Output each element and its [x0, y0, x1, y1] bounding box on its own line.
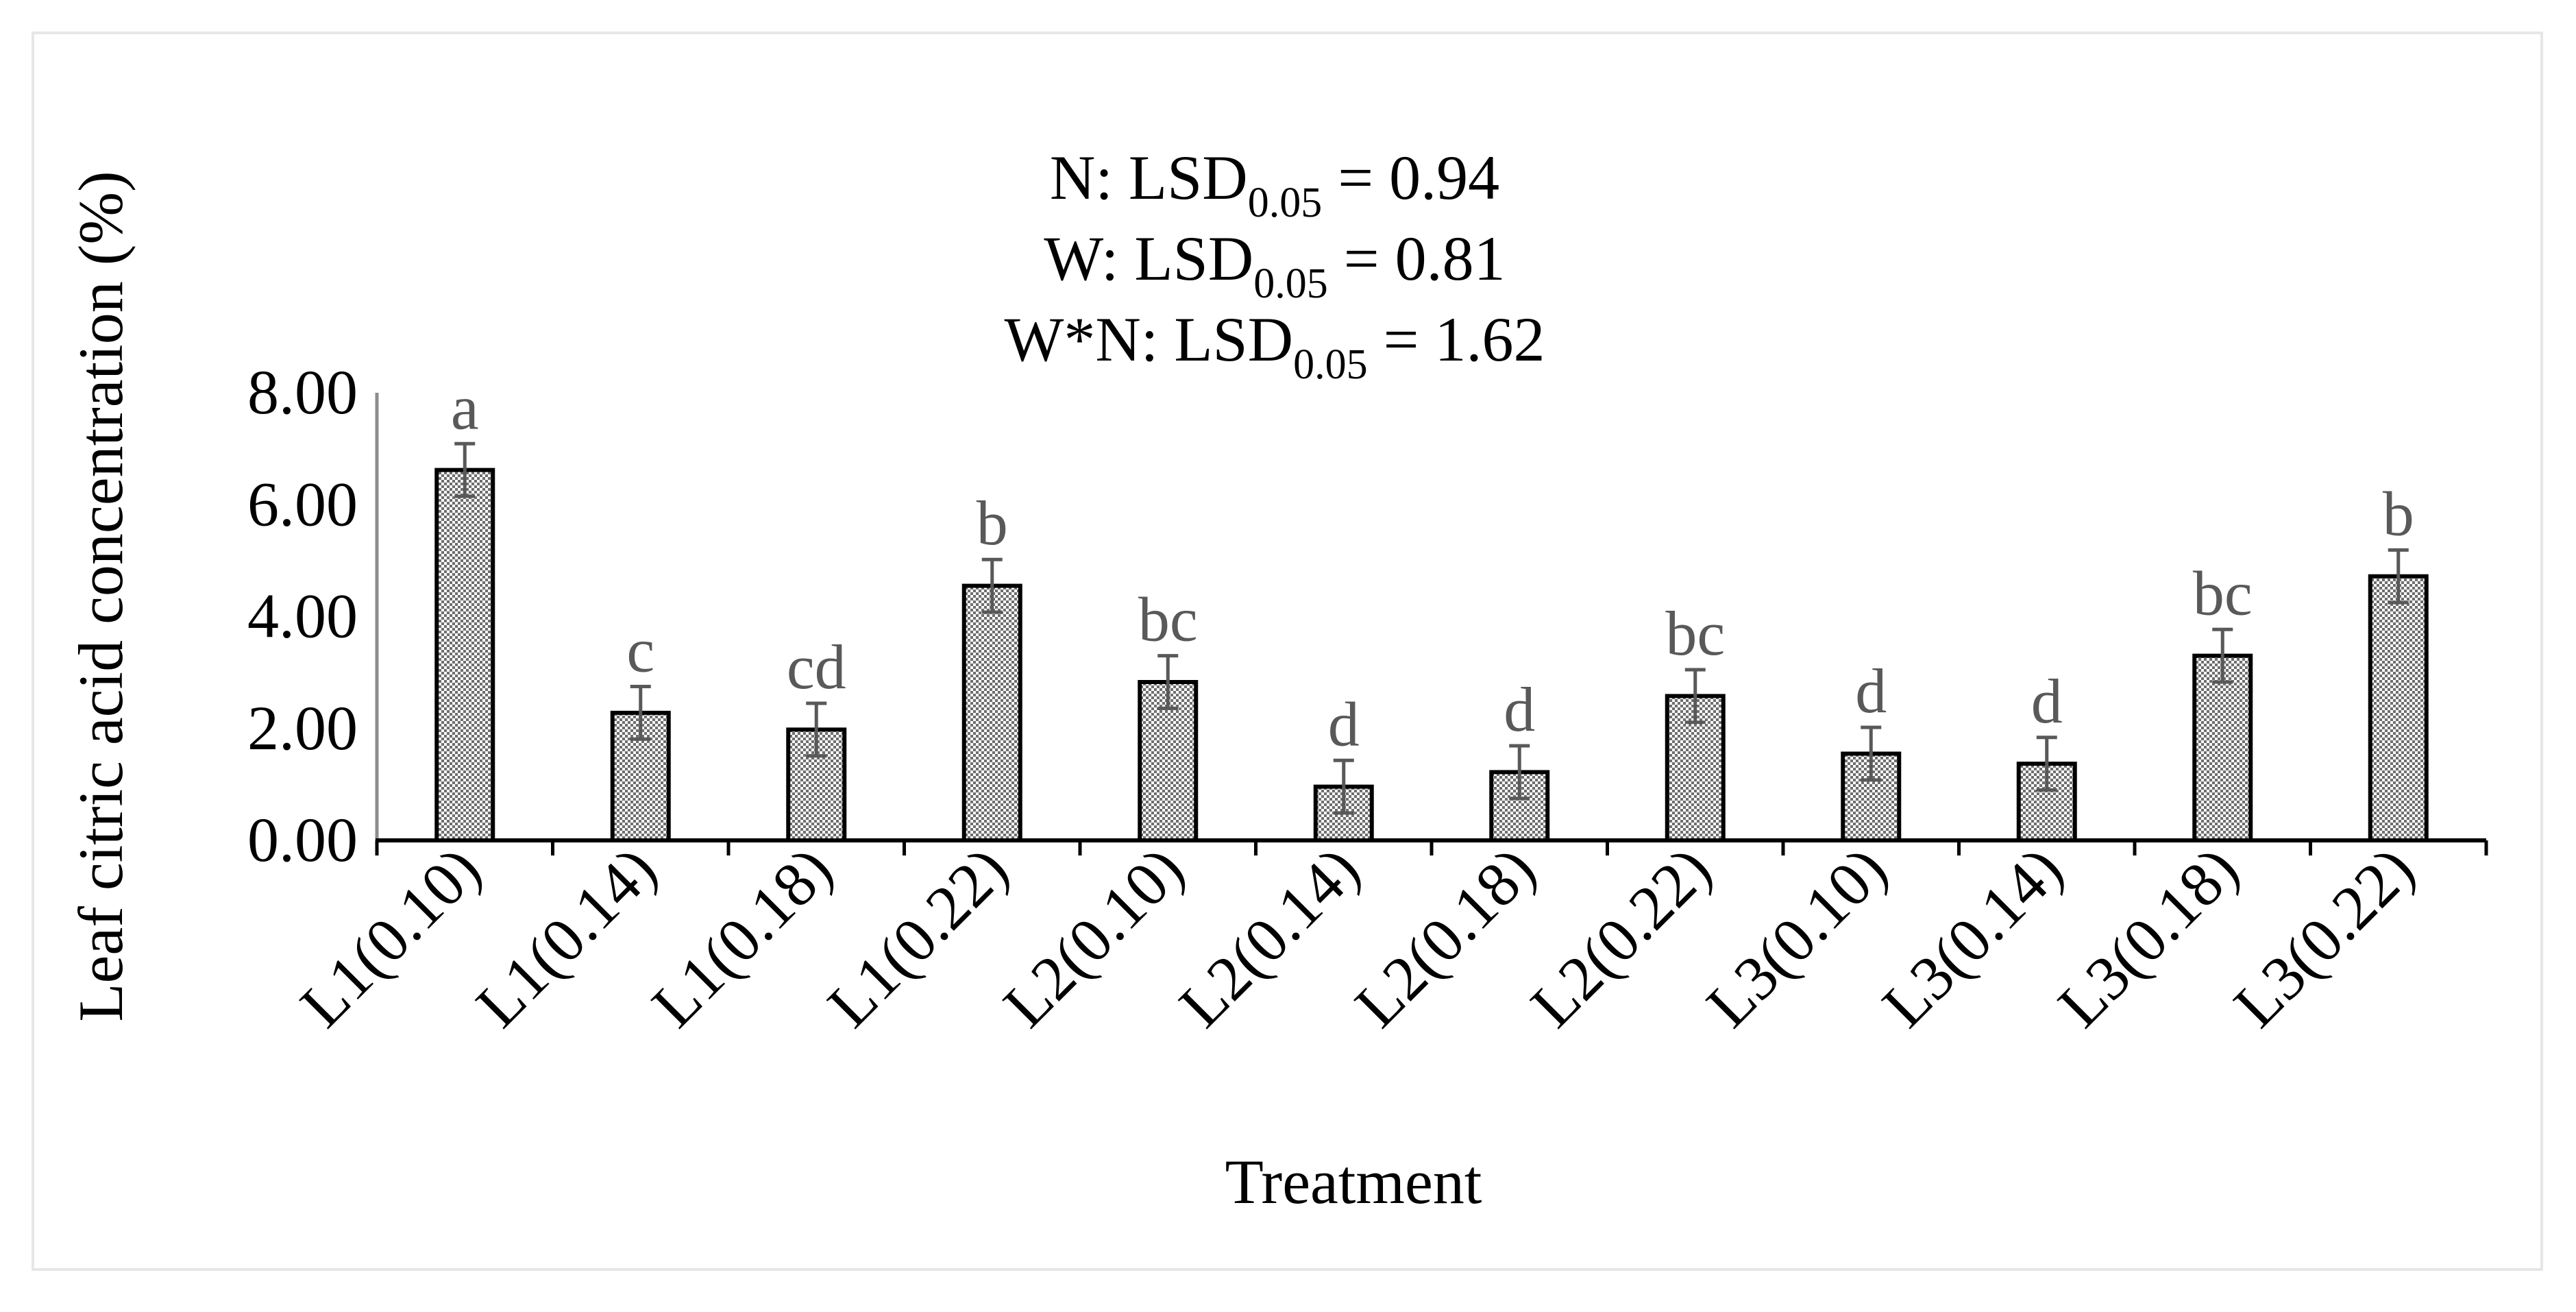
significance-letter: d — [1328, 689, 1360, 759]
chart-frame — [32, 32, 2543, 1271]
bar — [2368, 574, 2429, 842]
x-tick-label: L3(0.10) — [1693, 834, 1900, 1041]
bar — [961, 583, 1022, 842]
y-tick-label: 6.00 — [247, 469, 358, 539]
significance-letter: d — [1855, 656, 1887, 726]
significance-letter: cd — [787, 632, 846, 702]
significance-letters: a c cd b bc d d bc d d bc b — [451, 372, 2414, 759]
error-bar — [2036, 736, 2057, 792]
significance-letter: bc — [2193, 558, 2253, 628]
x-tick-label: L1(0.22) — [814, 834, 1021, 1041]
x-tick-label: L1(0.14) — [463, 834, 670, 1041]
x-tick-label: L2(0.10) — [990, 834, 1197, 1041]
significance-letter: bc — [1665, 598, 1725, 668]
y-tick-label: 0.00 — [247, 805, 358, 875]
significance-letter: b — [977, 488, 1008, 558]
significance-letter: a — [451, 372, 479, 442]
x-tick-label: L2(0.18) — [1342, 834, 1549, 1041]
significance-letter: c — [626, 616, 654, 685]
significance-letter: b — [2383, 478, 2414, 548]
error-bars — [454, 441, 2409, 815]
y-tick-label: 4.00 — [247, 581, 358, 651]
error-bar — [1861, 725, 1882, 782]
error-bar — [1509, 744, 1530, 801]
x-tick-label: L2(0.22) — [1517, 834, 1724, 1041]
error-bar — [981, 557, 1003, 614]
error-bar — [1157, 654, 1179, 710]
x-tick-label: L1(0.18) — [639, 834, 846, 1041]
x-tick-label: L3(0.22) — [2220, 834, 2427, 1041]
y-tick-labels: 0.00 2.00 4.00 6.00 8.00 — [247, 357, 358, 875]
significance-letter: d — [2031, 666, 2063, 736]
bar — [434, 467, 495, 842]
error-bar — [2212, 627, 2233, 684]
error-bar — [454, 441, 476, 498]
lsd-annotation-wn: W*N: LSD0.05 = 1.62 — [1004, 304, 1545, 388]
error-bar — [1333, 758, 1354, 815]
x-tick-label: L3(0.18) — [2045, 834, 2252, 1041]
bar — [2192, 653, 2253, 842]
x-tick-labels: L1(0.10)L1(0.14)L1(0.18)L1(0.22)L2(0.10)… — [287, 834, 2427, 1041]
bars — [434, 467, 2429, 843]
y-tick-label: 2.00 — [247, 693, 358, 763]
x-axis-title: Treatment — [1225, 1147, 1482, 1217]
y-tick-label: 8.00 — [247, 357, 358, 427]
x-tick-label: L2(0.14) — [1166, 834, 1373, 1041]
error-bar — [1684, 668, 1706, 725]
x-tick-label: L3(0.14) — [1869, 834, 2076, 1041]
error-bar — [2388, 548, 2409, 605]
significance-letter: d — [1504, 675, 1535, 744]
x-axis-ticks — [375, 840, 2488, 855]
y-axis-title: Leaf citric acid concentration (%) — [66, 171, 136, 1021]
error-bar — [630, 685, 651, 741]
significance-letter: bc — [1138, 585, 1198, 655]
error-bar — [806, 701, 827, 758]
lsd-annotation-n: N: LSD0.05 = 0.94 — [1050, 143, 1499, 226]
lsd-annotation-w: W: LSD0.05 = 0.81 — [1044, 223, 1505, 307]
